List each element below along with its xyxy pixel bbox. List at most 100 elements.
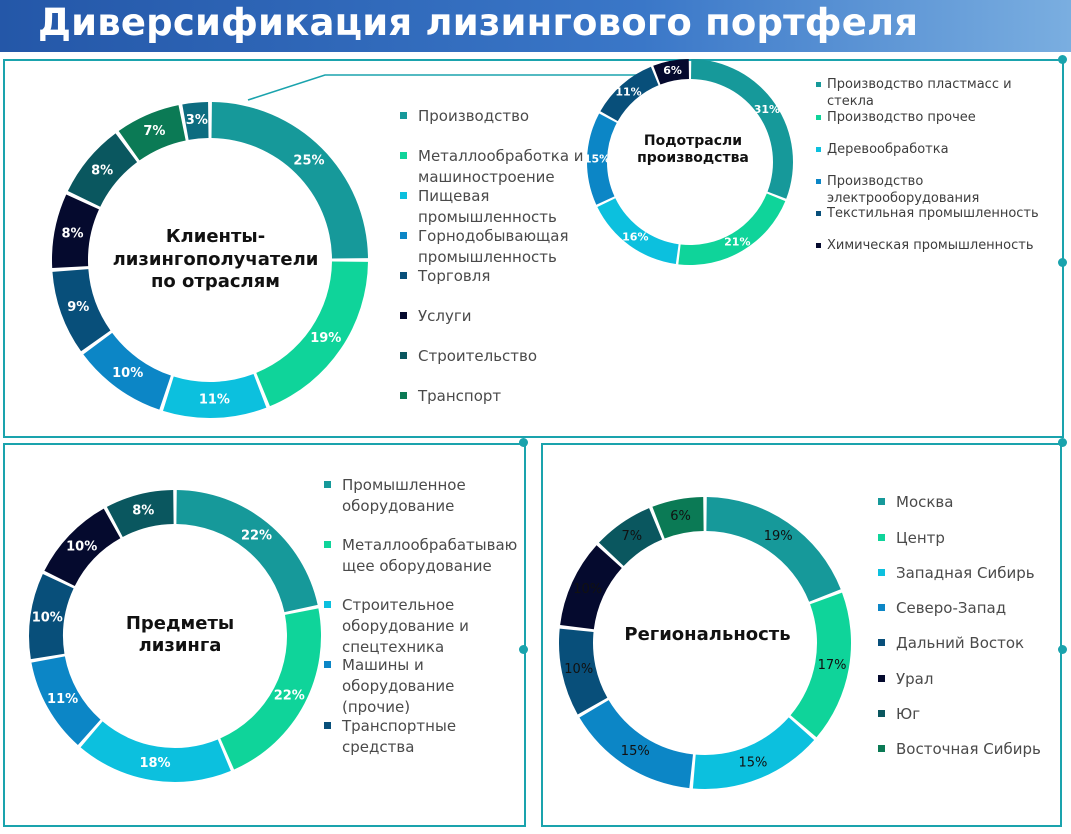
donut-segment [83,332,171,410]
legend-label: Строительство [418,347,538,365]
page-title: Диверсификация лизингового портфеля [38,1,919,44]
donut-segment [220,608,321,770]
legend-swatch-icon [878,745,885,752]
segment-value-label: 18% [139,756,170,771]
segment-value-label: 7% [143,124,165,139]
legend-swatch-icon [324,722,331,729]
segment-value-label: 11% [199,392,230,407]
subjects-panel-frame [3,443,526,827]
segment-value-label: 10% [564,662,593,677]
legend-label: Деревообработка [827,142,949,157]
legend-item: Строительное оборудование и спецтехника [324,595,524,658]
legend-swatch-icon [400,352,407,359]
legend-swatch-icon [816,147,821,152]
legend-item: Химическая промышленность [816,237,1057,254]
segment-value-label: 8% [132,503,154,518]
legend-item: Транспортные средства [324,716,524,758]
segment-value-label: 25% [293,154,324,169]
legend-item: Дальний Восток [878,633,1066,653]
legend-swatch-icon [400,192,407,199]
donut-segment [176,490,318,613]
legend-swatch-icon [400,152,407,159]
segment-value-label: 11% [615,86,641,99]
donut-segment [256,261,368,407]
legend-item: Производство [400,106,586,127]
legend-item: Восточная Сибирь [878,739,1066,759]
segment-value-label: 21% [724,236,750,249]
industries-panel-frame [3,59,1064,438]
donut-segment [52,269,111,352]
donut-segment [790,592,851,738]
industries-legend: Производство Металлообработка и машиностр… [400,106,590,416]
legend-item: Металлообработка и машиностроение [400,146,586,188]
segment-value-label: 19% [310,331,341,346]
legend-swatch-icon [878,534,885,541]
segment-value-label: 17% [818,658,847,673]
segment-value-label: 8% [91,163,113,178]
legend-label: Урал [896,670,934,688]
segment-value-label: 15% [584,153,610,166]
donut-segment [706,497,841,602]
regions-panel-frame [541,443,1062,827]
legend-item: Транспорт [400,386,586,407]
legend-swatch-icon [878,604,885,611]
donut-segment [598,508,663,567]
segment-value-label: 16% [622,231,648,244]
segment-value-label: 3% [186,113,208,128]
legend-item: Северо-Запад [878,598,1066,618]
segment-value-label: 10% [32,611,63,626]
legend-swatch-icon [400,392,407,399]
legend-label: Торговля [418,267,491,285]
legend-swatch-icon [400,272,407,279]
segment-value-label: 22% [274,688,305,703]
legend-item: Текстильная промышленность [816,205,1057,222]
segment-value-label: 19% [764,529,793,544]
segment-value-label: 10% [112,366,143,381]
segment-value-label: 11% [47,692,78,707]
legend-label: Восточная Сибирь [896,740,1041,758]
legend-label: Дальний Восток [896,634,1025,652]
subindustries-legend: Производство пластмасс и стекла Производс… [816,76,1056,266]
legend-item: Москва [878,492,1066,512]
segment-value-label: 10% [66,539,97,554]
legend-item: Производство прочее [816,109,1057,126]
legend-label: Транспортные средства [342,717,457,756]
donut-segment [28,573,74,660]
donut-segment [182,102,209,140]
legend-item: Горнодобывающая промышленность [400,226,586,268]
donut-segment [559,628,608,715]
legend-label: Химическая промышленность [827,238,1034,253]
legend-swatch-icon [400,232,407,239]
legend-item: Урал [878,669,1066,689]
legend-item: Юг [878,704,1066,724]
frame-dot [519,645,528,654]
legend-swatch-icon [878,639,885,646]
legend-label: Производство электрооборудования [827,174,980,206]
legend-item: Торговля [400,266,586,287]
legend-item: Деревообработка [816,141,1057,158]
regions-center-label: Региональность [624,623,791,645]
legend-item: Пищевая промышленность [400,186,586,228]
subindustries-center-label: Подотрасли производства [637,132,749,167]
legend-item: Западная Сибирь [878,563,1066,583]
frame-dot [519,438,528,447]
donut-segment [560,545,622,630]
legend-label: Производство прочее [827,110,976,125]
frame-dot [1058,55,1067,64]
legend-label: Строительное оборудование и спецтехника [342,596,469,656]
legend-item: Металлообрабатываю щее оборудование [324,535,524,577]
legend-swatch-icon [400,112,407,119]
donut-segment [80,721,231,783]
legend-label: Машины и оборудование (прочие) [342,656,455,716]
donut-segment [579,700,693,789]
donut-segment [597,198,679,265]
legend-swatch-icon [816,115,821,120]
legend-label: Пищевая промышленность [418,187,557,226]
legend-swatch-icon [324,481,331,488]
legend-label: Металлообработка и машиностроение [418,147,584,186]
